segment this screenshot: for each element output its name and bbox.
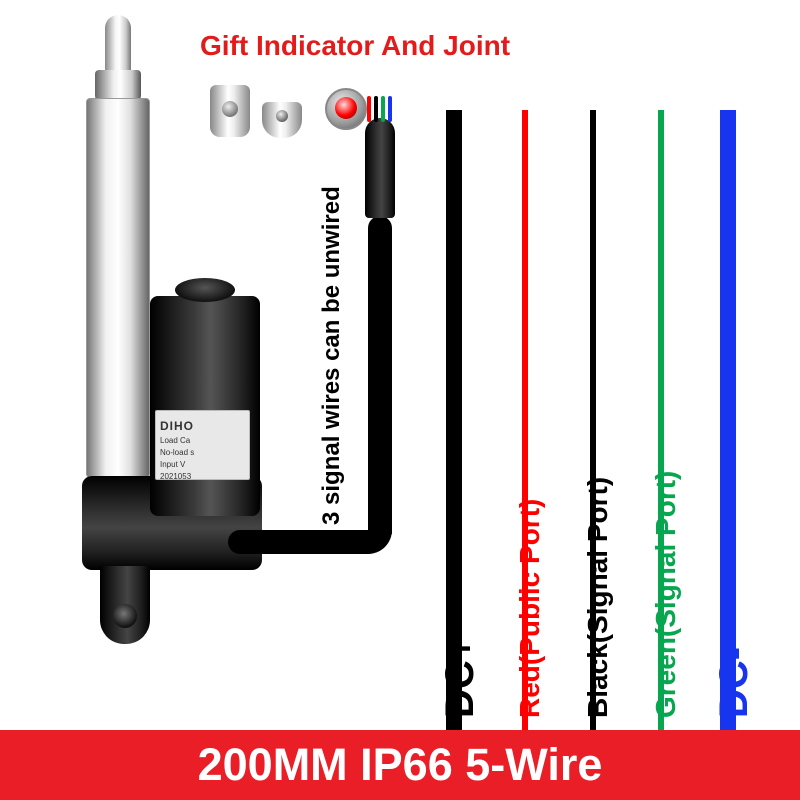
brand-text: DIHO [160, 417, 245, 435]
cable-vertical [368, 216, 392, 534]
joint-accessory-2 [262, 102, 302, 138]
actuator-tube [86, 98, 150, 478]
infographic-canvas: DIHO Load Ca No-load s Input V 2021053 G… [0, 0, 800, 800]
actuator-shaft-collar [95, 70, 141, 100]
actuator-spec-label: DIHO Load Ca No-load s Input V 2021053 [155, 410, 250, 480]
actuator-motor [150, 296, 260, 516]
wire-label-dc_plus: DC+ [438, 637, 483, 718]
signal-wires-note: 3 signal wires can be unwired [318, 186, 346, 525]
wire-label-dc_minus: DC- [712, 647, 757, 718]
inner-wire [374, 96, 378, 122]
inner-wire [381, 96, 385, 122]
inner-wire [388, 96, 392, 122]
wire-label-black: Black(Signal Port) [582, 477, 614, 718]
footer-text: 200MM IP66 5-Wire [198, 739, 603, 791]
spec-serial: 2021053 [160, 471, 245, 483]
wire-label-green: Green(Signal Port) [650, 471, 682, 718]
inner-wire [367, 96, 371, 122]
footer-banner: 200MM IP66 5-Wire [0, 730, 800, 800]
cable-sheath-top [365, 118, 395, 218]
gift-title: Gift Indicator And Joint [200, 30, 510, 62]
actuator-motor-cap [175, 278, 235, 302]
actuator-mount-hole [113, 604, 137, 628]
spec-line: Load Ca [160, 435, 245, 447]
wire-dc_minus [720, 110, 736, 730]
wire-label-red: Red(Public Port) [514, 499, 546, 718]
led-indicator-light [335, 97, 357, 119]
spec-line: No-load s [160, 447, 245, 459]
spec-line: Input V [160, 459, 245, 471]
joint-accessory-1 [210, 85, 250, 137]
actuator-shaft-tip [105, 15, 131, 75]
